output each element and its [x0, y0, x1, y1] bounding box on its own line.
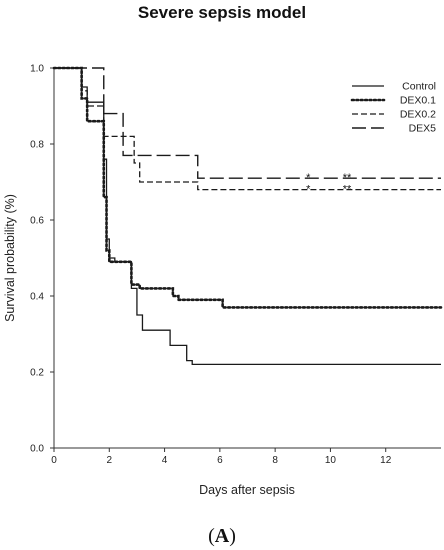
survival-curve-control — [54, 67, 441, 366]
y-tick-label: 1.0 — [30, 64, 44, 75]
x-tick-label: 0 — [51, 455, 57, 466]
y-tick-label: 0.8 — [30, 140, 44, 151]
y-ticks: 0.0 0.2 0.4 0.6 0.8 1.0 — [30, 64, 54, 455]
y-tick-label: 0.4 — [30, 292, 44, 303]
series-layer — [52, 66, 443, 366]
legend-label: DEX0.2 — [400, 109, 436, 121]
x-axis-label: Days after sepsis — [199, 483, 295, 497]
plot-area: 0 2 4 6 8 10 12 0.00.20.40.60.81.0 * *** ** — [30, 64, 443, 466]
y-tick-label: 0.6 — [30, 216, 44, 227]
significance-annotations: * *** ** — [306, 172, 352, 195]
legend-label: DEX5 — [409, 123, 437, 135]
survival-curve-dex5 — [54, 67, 441, 179]
x-tick-label: 6 — [217, 455, 223, 466]
significance-marker: ** — [343, 172, 352, 184]
legend-label: Control — [402, 81, 436, 93]
x-tick-label: 12 — [380, 455, 392, 466]
x-tick-label: 8 — [272, 455, 278, 466]
legend-label: DEX0.1 — [400, 95, 436, 107]
significance-marker: ** — [343, 184, 352, 196]
significance-marker: * — [306, 184, 311, 196]
survival-curve-dex0-2 — [54, 67, 441, 191]
panel-letter: A — [215, 525, 230, 547]
y-tick-label: 0.0 — [30, 444, 44, 455]
x-tick-label: 4 — [162, 455, 168, 466]
y-axis-label: Survival probability (%) — [3, 194, 17, 322]
panel-label: (A) — [208, 525, 236, 547]
x-tick-label: 2 — [107, 455, 113, 466]
significance-marker: * — [306, 172, 311, 184]
chart-title: Severe sepsis model — [138, 3, 306, 22]
legend: Control DEX0.1 DEX0.2 DEX5 — [350, 81, 437, 135]
survival-curve-dex0-1 — [52, 66, 443, 309]
y-tick-label: 0.2 — [30, 368, 44, 379]
x-tick-label: 10 — [325, 455, 337, 466]
x-ticks: 0 2 4 6 8 10 12 — [51, 448, 392, 466]
